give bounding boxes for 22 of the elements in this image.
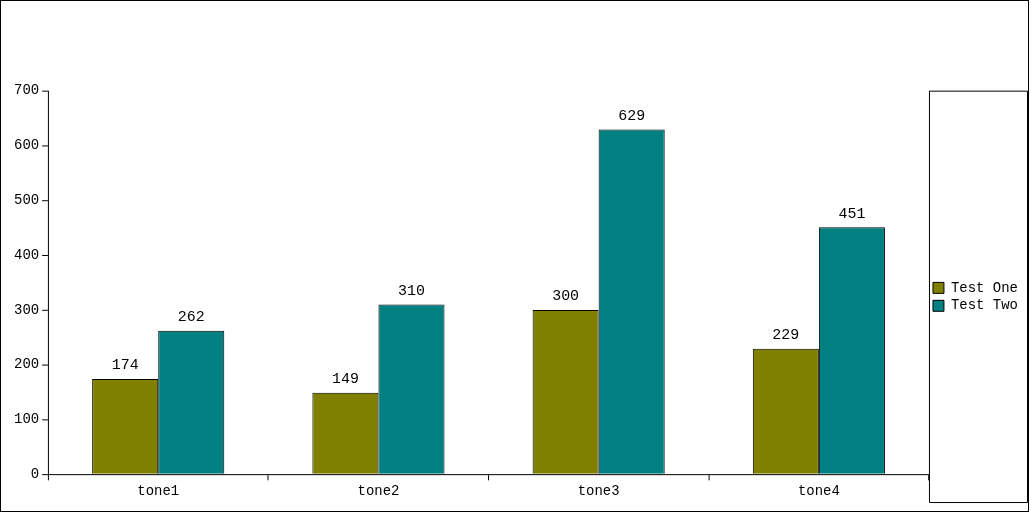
x-tick-label: tone4 [797, 483, 840, 500]
data-label: 451 [838, 205, 866, 222]
data-label: 629 [618, 108, 646, 125]
y-tick-label: 0 [30, 466, 40, 483]
y-tick-label: 600 [14, 137, 40, 154]
y-tick-label: 700 [14, 82, 40, 99]
y-tick-label: 100 [14, 411, 40, 428]
data-label: 310 [398, 282, 425, 299]
legend-label: Test One [950, 279, 1018, 296]
data-label: 229 [772, 327, 800, 344]
data-label: 262 [177, 309, 205, 326]
legend-label: Test Two [950, 297, 1018, 314]
data-label: 149 [331, 371, 359, 388]
y-tick-label: 500 [14, 191, 40, 208]
y-tick-label: 300 [14, 301, 40, 318]
y-tick-label: 200 [14, 356, 40, 373]
x-tick-label: tone3 [577, 483, 620, 500]
y-tick-label: 400 [14, 246, 40, 263]
data-label: 174 [111, 357, 139, 374]
x-tick-label: tone1 [137, 483, 180, 500]
data-label: 300 [552, 288, 580, 305]
x-tick-label: tone2 [357, 483, 400, 500]
